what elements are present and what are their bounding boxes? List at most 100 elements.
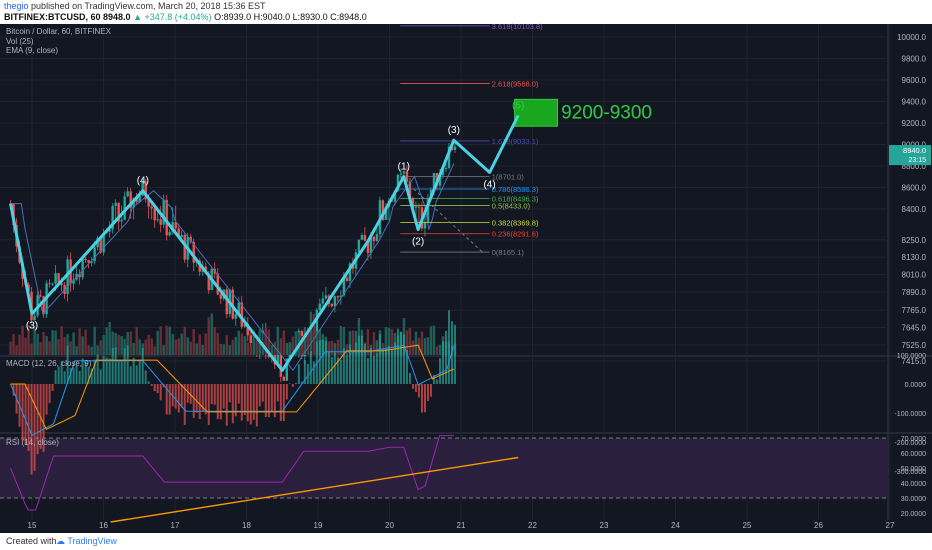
- tradingview-logo[interactable]: ☁ TradingView: [56, 536, 117, 546]
- volume-bar: [126, 332, 129, 355]
- macd-hist: [30, 384, 33, 475]
- candle-body: [234, 314, 237, 319]
- candle-body: [150, 206, 153, 209]
- macd-hist: [159, 384, 162, 401]
- volume-bar: [72, 332, 75, 355]
- fib-label: 0.786(8586.3): [492, 185, 539, 194]
- volume-bar: [273, 341, 277, 355]
- candle-body: [81, 258, 84, 278]
- candle-body: [339, 295, 343, 298]
- macd-hist: [354, 342, 357, 384]
- x-tick-label: 19: [314, 521, 323, 530]
- volume-bar: [276, 326, 280, 355]
- candle-body: [117, 202, 120, 222]
- macd-hist: [429, 384, 432, 397]
- macd-hist: [210, 384, 213, 405]
- macd-hist: [327, 351, 330, 384]
- volume-bar: [300, 335, 304, 355]
- macd-hist: [96, 354, 99, 384]
- rsi-legend: RSI (14, close): [6, 438, 59, 447]
- volume-bar: [207, 317, 210, 355]
- volume-bar: [333, 343, 337, 355]
- volume-bar: [15, 345, 18, 355]
- symbol-info: BITFINEX:BTCUSD, 60 8948.0 ▲ +347.8 (+4.…: [4, 12, 367, 22]
- ema-line: [10, 163, 455, 372]
- x-tick-label: 18: [242, 521, 251, 530]
- macd-hist: [42, 384, 45, 453]
- macd-hist: [147, 381, 150, 384]
- target-label: 9200-9300: [561, 103, 652, 124]
- macd-hist: [114, 347, 117, 384]
- macd-hist: [48, 384, 51, 403]
- volume-bar: [438, 344, 442, 355]
- y-tick-label: 7415.0: [902, 357, 927, 366]
- candle-body: [453, 146, 457, 150]
- macd-hist: [111, 348, 114, 384]
- x-tick-label: 23: [600, 521, 609, 530]
- volume-bar: [27, 325, 30, 355]
- candle-body: [60, 283, 63, 285]
- macd-hist: [138, 361, 141, 384]
- y-tick-label: 8010.0: [902, 271, 927, 280]
- candle-body: [426, 198, 430, 223]
- macd-hist: [93, 359, 96, 384]
- volume-bar: [48, 341, 51, 355]
- macd-hist: [345, 355, 348, 384]
- macd-hist: [447, 310, 450, 384]
- macd-hist: [234, 384, 237, 417]
- macd-hist: [420, 384, 423, 413]
- volume-bar: [390, 328, 394, 355]
- volume-bar: [267, 329, 271, 355]
- volume-bar: [66, 334, 69, 355]
- x-tick-label: 16: [99, 521, 108, 530]
- candle-body: [99, 237, 102, 253]
- macd-hist: [264, 384, 267, 418]
- volume-bar: [336, 339, 340, 355]
- fib-label: 0.236(8291.6): [492, 230, 539, 239]
- volume-bar: [57, 339, 60, 355]
- volume-bar: [96, 345, 99, 355]
- volume-bar: [279, 338, 283, 355]
- candle-body: [237, 302, 240, 315]
- macd-hist: [372, 355, 375, 384]
- macd-hist: [303, 359, 306, 384]
- publish-info: thegio published on TradingView.com, Mar…: [4, 1, 266, 11]
- volume-bar: [330, 340, 334, 355]
- candle-body: [243, 323, 246, 327]
- macd-hist: [258, 384, 261, 407]
- candle-body: [360, 235, 364, 240]
- macd-hist: [261, 384, 264, 402]
- wave-label: (4): [137, 176, 149, 187]
- fib-label: 0.5(8433.0): [492, 201, 531, 210]
- candle-body: [366, 240, 370, 254]
- volume-bar: [12, 334, 15, 355]
- volume-bar: [294, 331, 298, 355]
- volume-bar: [90, 346, 93, 355]
- volume-bar: [225, 335, 228, 355]
- macd-hist: [186, 384, 189, 403]
- signal-line: [10, 344, 455, 430]
- volume-bar: [408, 328, 412, 355]
- y-tick-label: 8250.0: [902, 236, 927, 245]
- y-tick-label: 8600.0: [902, 184, 927, 193]
- volume-bar: [132, 342, 135, 355]
- candle-body: [432, 173, 436, 191]
- macd-hist: [99, 369, 102, 384]
- macd-line: [10, 344, 455, 437]
- volume-bar: [306, 329, 310, 355]
- cloud-icon: ☁: [56, 536, 65, 546]
- candle-body: [396, 174, 400, 191]
- macd-hist: [189, 384, 192, 404]
- volume-bar: [201, 344, 204, 355]
- candle-body: [318, 303, 322, 310]
- candle-body: [144, 181, 147, 200]
- macd-hist: [306, 363, 309, 384]
- y-tick-label: 7525.0: [902, 341, 927, 350]
- volume-bar: [129, 331, 132, 355]
- macd-hist: [438, 358, 441, 384]
- rsi-band: [0, 438, 888, 498]
- volume-bar: [114, 333, 117, 355]
- volume-bar: [147, 334, 150, 355]
- author-link[interactable]: thegio: [4, 1, 29, 11]
